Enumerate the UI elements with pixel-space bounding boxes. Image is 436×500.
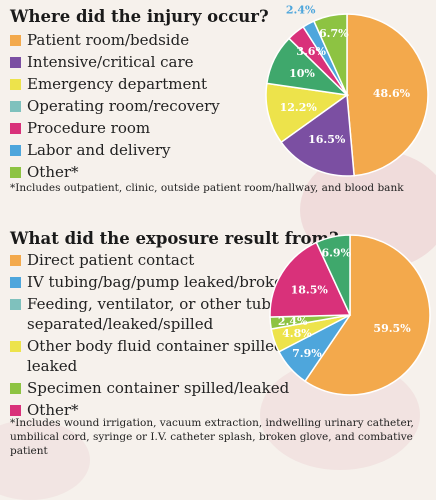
legend: Patient room/bedside Intensive/critical … <box>10 30 220 184</box>
legend-item: Specimen container spilled/leaked <box>10 378 317 400</box>
legend-label: Intensive/critical care <box>27 53 194 71</box>
legend-swatch <box>10 79 21 90</box>
slice-label: 18.5% <box>291 284 329 297</box>
legend-swatch <box>10 299 21 310</box>
pie-slice <box>346 13 429 177</box>
legend-label: Procedure room <box>27 119 151 137</box>
legend-item: Other body fluid container spilled/ leak… <box>10 336 297 378</box>
slice-label: 59.5% <box>373 322 411 335</box>
injury-location-section: Where did the injury occur? Patient room… <box>0 0 436 215</box>
legend-label: Other body fluid container spilled/ leak… <box>27 337 289 375</box>
legend-swatch <box>10 145 21 156</box>
legend-item: Patient room/bedside <box>10 30 220 52</box>
legend-label: Other* <box>27 163 79 181</box>
legend-label: Feeding, ventilator, or other tube separ… <box>27 295 280 333</box>
exposure-source-section: What did the exposure result from? Direc… <box>10 229 431 457</box>
legend-label: Direct patient contact <box>27 251 195 269</box>
slice-label: 48.6% <box>373 87 411 100</box>
legend-item: Direct patient contact <box>10 250 317 272</box>
slice-label: 2.4% <box>286 4 316 17</box>
legend-swatch <box>10 35 21 46</box>
slice-label: 16.5% <box>308 133 346 146</box>
pie-slice <box>312 13 348 96</box>
pie-slice <box>269 241 352 318</box>
legend-label: Specimen container spilled/leaked <box>27 379 290 397</box>
slice-label: 6.9% <box>321 246 351 259</box>
injury-location-pie-chart: 48.6% 16.5% 12.2% 10% 3.6% 2.4%6.7% <box>265 4 429 177</box>
legend-swatch <box>10 277 21 288</box>
legend-label: Other* <box>27 401 79 419</box>
chart-title: What did the exposure result from? <box>10 229 339 248</box>
legend-item: IV tubing/bag/pump leaked/broke <box>10 272 317 294</box>
slice-label: 12.2% <box>280 101 318 114</box>
pie-slice <box>303 234 431 396</box>
slice-label: 3.6% <box>296 45 326 58</box>
legend-swatch <box>10 341 21 352</box>
legend-item: Operating room/recovery <box>10 96 220 118</box>
legend-swatch <box>10 383 21 394</box>
footnote: *Includes wound irrigation, vacuum extra… <box>10 417 414 457</box>
legend-swatch <box>10 123 21 134</box>
legend-item: Intensive/critical care <box>10 52 220 74</box>
pie-slice <box>280 93 355 177</box>
legend-label: Patient room/bedside <box>27 31 190 49</box>
legend-item: Other* <box>10 400 317 422</box>
slice-label: 4.8% <box>282 327 312 340</box>
pie-slice <box>315 234 351 316</box>
slice-label: 6.7% <box>319 27 349 40</box>
exposure-source-pie-chart: 59.5% 7.9% 4.8%2.4% 18.5% 6.9% <box>269 234 431 396</box>
slice-label: 10% <box>289 67 315 80</box>
legend-swatch <box>10 57 21 68</box>
legend-item: Procedure room <box>10 118 220 140</box>
legend-swatch <box>10 255 21 266</box>
legend-label: Emergency department <box>27 75 208 93</box>
legend-item: Other* <box>10 162 220 184</box>
footnote: *Includes outpatient, clinic, outside pa… <box>10 182 404 194</box>
slice-label: 2.4% <box>278 315 308 328</box>
chart-title: Where did the injury occur? <box>10 7 269 26</box>
pie-slice <box>265 82 349 144</box>
slice-label: 7.9% <box>292 347 322 360</box>
legend-item: Labor and delivery <box>10 140 220 162</box>
legend: Direct patient contact IV tubing/bag/pum… <box>10 250 317 422</box>
legend-swatch <box>10 405 21 416</box>
legend-item: Feeding, ventilator, or other tube separ… <box>10 294 317 336</box>
legend-swatch <box>10 101 21 112</box>
legend-swatch <box>10 167 21 178</box>
legend-label: Labor and delivery <box>27 141 171 159</box>
legend-label: IV tubing/bag/pump leaked/broke <box>27 273 283 291</box>
legend-label: Operating room/recovery <box>27 97 220 115</box>
legend-item: Emergency department <box>10 74 220 96</box>
